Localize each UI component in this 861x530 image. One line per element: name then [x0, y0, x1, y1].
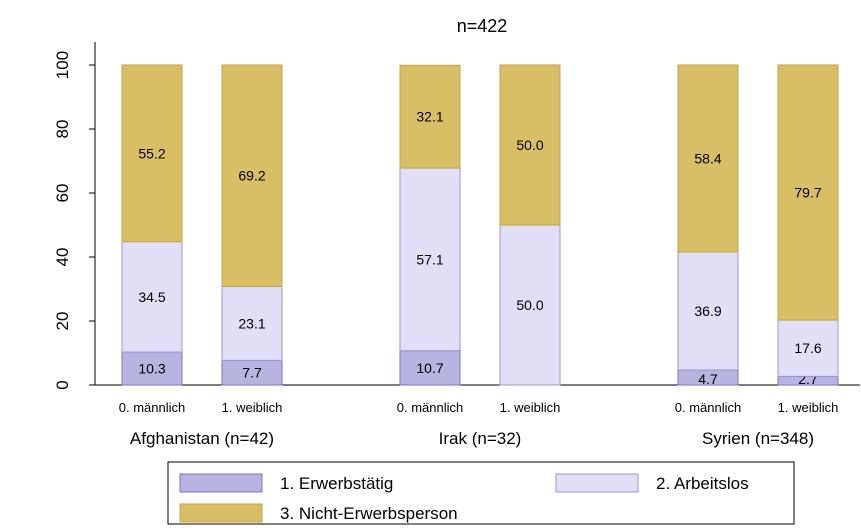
bar-segment [121, 64, 183, 243]
data-label: 10.3 [138, 361, 165, 377]
bar-segment [399, 167, 461, 352]
data-label: 50.0 [516, 137, 543, 153]
data-label: 4.7 [698, 371, 718, 387]
legend-label: 3. Nicht-Erwerbsperson [280, 504, 458, 523]
data-label: 10.7 [416, 360, 443, 376]
legend-swatch [179, 503, 263, 523]
y-tick-label: 20 [53, 312, 72, 331]
group-label: Syrien (n=348) [702, 429, 814, 448]
legend-label: 1. Erwerbstätig [280, 474, 393, 493]
bar-segment [777, 64, 839, 321]
bar-segment [499, 224, 561, 386]
bar-segment [677, 251, 739, 371]
data-label: 57.1 [416, 251, 443, 267]
bar-segment [221, 285, 283, 361]
data-label: 34.5 [138, 289, 165, 305]
plot-area: 0 20 40 60 80 100 10.3 34.5 55.2 0. männlich 7.7 23… [53, 42, 860, 448]
group-label: Afghanistan (n=42) [130, 429, 274, 448]
legend-label: 2. Arbeitslos [656, 474, 749, 493]
bar-segment [499, 64, 561, 226]
legend: 1. Erwerbstätig 2. Arbeitslos 3. Nicht-Erw… [167, 461, 795, 525]
bar-segment [399, 64, 461, 169]
data-label: 79.7 [794, 185, 821, 201]
bar-segment [677, 64, 739, 253]
bar-category-label: 1. weiblich [500, 400, 561, 415]
data-label: 7.7 [242, 365, 262, 381]
y-tick-label: 100 [53, 51, 72, 79]
bar-category-label: 0. männlich [397, 400, 463, 415]
bar-category-label: 1. weiblich [778, 400, 839, 415]
y-tick-label: 60 [53, 184, 72, 203]
data-label: 17.6 [794, 340, 821, 356]
legend-swatch [179, 473, 263, 493]
legend-box [167, 461, 795, 525]
data-label: 58.4 [694, 150, 721, 166]
bar-segment [221, 64, 283, 287]
group-label: Irak (n=32) [439, 429, 522, 448]
bar-category-label: 1. weiblich [222, 400, 283, 415]
data-label: 23.1 [238, 315, 265, 331]
data-label: 32.1 [416, 109, 443, 125]
y-tick-label: 40 [53, 248, 72, 267]
bar-segment [121, 241, 183, 353]
bar-category-label: 0. männlich [119, 400, 185, 415]
data-label: 55.2 [138, 145, 165, 161]
legend-swatch [555, 473, 639, 493]
y-tick-label: 80 [53, 120, 72, 139]
data-label: 69.2 [238, 168, 265, 184]
y-tick-label: 0 [53, 380, 72, 389]
bar-segment [121, 351, 183, 386]
data-label: 36.9 [694, 303, 721, 319]
bar-category-label: 0. männlich [675, 400, 741, 415]
chart-title: n=422 [457, 16, 508, 36]
data-label: 50.0 [516, 297, 543, 313]
